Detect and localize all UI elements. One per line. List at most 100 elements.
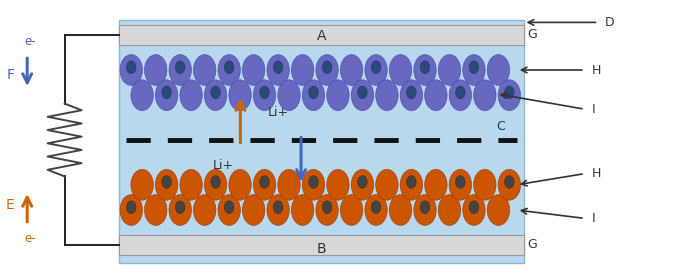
Text: e-: e- bbox=[24, 35, 37, 48]
Ellipse shape bbox=[224, 61, 234, 74]
Ellipse shape bbox=[371, 61, 381, 74]
Ellipse shape bbox=[469, 201, 479, 213]
Bar bbox=[119, 20, 524, 263]
Text: Li+: Li+ bbox=[213, 159, 234, 172]
Ellipse shape bbox=[242, 195, 265, 225]
Ellipse shape bbox=[267, 55, 290, 85]
Ellipse shape bbox=[224, 201, 234, 213]
Ellipse shape bbox=[278, 169, 301, 200]
Ellipse shape bbox=[228, 169, 252, 200]
Ellipse shape bbox=[358, 86, 367, 99]
Ellipse shape bbox=[420, 201, 430, 213]
Ellipse shape bbox=[400, 169, 423, 200]
Ellipse shape bbox=[462, 195, 486, 225]
Ellipse shape bbox=[273, 201, 283, 213]
Ellipse shape bbox=[267, 195, 290, 225]
Text: C: C bbox=[496, 120, 505, 132]
Ellipse shape bbox=[169, 55, 192, 85]
Ellipse shape bbox=[449, 169, 472, 200]
Ellipse shape bbox=[120, 55, 142, 85]
Bar bbox=[119, 25, 524, 45]
Ellipse shape bbox=[175, 61, 185, 74]
Ellipse shape bbox=[498, 80, 521, 111]
Ellipse shape bbox=[253, 80, 276, 111]
Ellipse shape bbox=[364, 55, 388, 85]
Ellipse shape bbox=[449, 80, 472, 111]
Ellipse shape bbox=[389, 195, 412, 225]
Ellipse shape bbox=[340, 55, 363, 85]
Ellipse shape bbox=[322, 201, 332, 213]
Text: H: H bbox=[592, 64, 601, 76]
Ellipse shape bbox=[260, 176, 269, 188]
Ellipse shape bbox=[469, 61, 479, 74]
Text: F: F bbox=[6, 68, 14, 82]
Ellipse shape bbox=[162, 176, 171, 188]
Ellipse shape bbox=[309, 86, 318, 99]
Ellipse shape bbox=[407, 86, 416, 99]
Text: I: I bbox=[592, 103, 595, 116]
Ellipse shape bbox=[505, 86, 514, 99]
Ellipse shape bbox=[413, 195, 437, 225]
Ellipse shape bbox=[438, 195, 461, 225]
Text: B: B bbox=[316, 242, 326, 256]
Ellipse shape bbox=[340, 195, 363, 225]
Ellipse shape bbox=[180, 169, 203, 200]
Ellipse shape bbox=[155, 80, 178, 111]
Ellipse shape bbox=[351, 80, 374, 111]
Ellipse shape bbox=[351, 169, 374, 200]
Ellipse shape bbox=[389, 55, 412, 85]
Ellipse shape bbox=[218, 55, 241, 85]
Ellipse shape bbox=[242, 55, 265, 85]
Ellipse shape bbox=[326, 169, 350, 200]
Bar bbox=[119, 235, 524, 255]
Ellipse shape bbox=[175, 201, 185, 213]
Ellipse shape bbox=[120, 195, 142, 225]
Ellipse shape bbox=[126, 61, 136, 74]
Ellipse shape bbox=[211, 176, 220, 188]
Ellipse shape bbox=[375, 169, 398, 200]
Ellipse shape bbox=[194, 195, 216, 225]
Ellipse shape bbox=[211, 86, 220, 99]
Ellipse shape bbox=[424, 80, 447, 111]
Ellipse shape bbox=[498, 169, 521, 200]
Ellipse shape bbox=[131, 80, 154, 111]
Ellipse shape bbox=[302, 80, 325, 111]
Text: H: H bbox=[592, 167, 601, 180]
Ellipse shape bbox=[204, 169, 227, 200]
Ellipse shape bbox=[487, 55, 510, 85]
Ellipse shape bbox=[487, 195, 510, 225]
Ellipse shape bbox=[273, 61, 283, 74]
Ellipse shape bbox=[316, 55, 339, 85]
Text: Li+: Li+ bbox=[267, 106, 289, 118]
Ellipse shape bbox=[169, 195, 192, 225]
Ellipse shape bbox=[413, 55, 437, 85]
Ellipse shape bbox=[218, 195, 241, 225]
Text: G: G bbox=[527, 239, 537, 251]
Ellipse shape bbox=[424, 169, 447, 200]
Text: I: I bbox=[592, 212, 595, 225]
Text: G: G bbox=[527, 29, 537, 41]
Text: A: A bbox=[317, 29, 326, 43]
Ellipse shape bbox=[375, 80, 398, 111]
Ellipse shape bbox=[204, 80, 227, 111]
Ellipse shape bbox=[473, 80, 496, 111]
Ellipse shape bbox=[228, 80, 252, 111]
Ellipse shape bbox=[302, 169, 325, 200]
Ellipse shape bbox=[162, 86, 171, 99]
Ellipse shape bbox=[371, 201, 381, 213]
Ellipse shape bbox=[126, 201, 136, 213]
Ellipse shape bbox=[400, 80, 423, 111]
Ellipse shape bbox=[194, 55, 216, 85]
Text: e-: e- bbox=[24, 232, 37, 245]
Ellipse shape bbox=[291, 55, 313, 85]
Ellipse shape bbox=[144, 55, 167, 85]
Ellipse shape bbox=[420, 61, 430, 74]
Ellipse shape bbox=[456, 176, 465, 188]
Text: E: E bbox=[6, 198, 14, 212]
Ellipse shape bbox=[309, 176, 318, 188]
Ellipse shape bbox=[407, 176, 416, 188]
Ellipse shape bbox=[253, 169, 276, 200]
Ellipse shape bbox=[316, 195, 339, 225]
Ellipse shape bbox=[358, 176, 367, 188]
Ellipse shape bbox=[456, 86, 465, 99]
